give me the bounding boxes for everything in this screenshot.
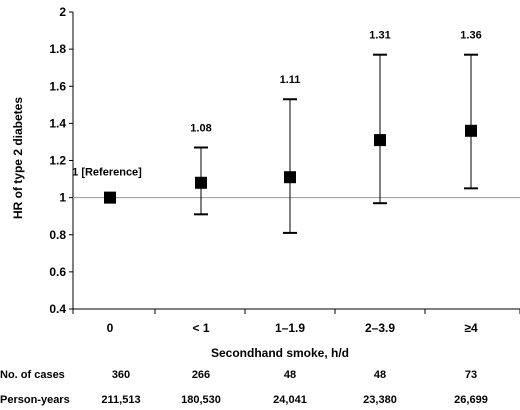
- cases-cell: 360: [111, 369, 131, 381]
- data-point: [284, 171, 296, 184]
- cases-row: No. of cases 360 266 48 48 73: [0, 369, 520, 385]
- data-point: [104, 191, 116, 204]
- data-label: 1 [Reference]: [72, 167, 142, 179]
- x-axis: 0 < 1 1–1.9 2–3.9 ≥4: [72, 308, 520, 335]
- data-label: 1.31: [369, 30, 390, 42]
- data-label: 1.36: [460, 30, 481, 42]
- y-tick-label: 1: [59, 191, 66, 205]
- cases-cell: 48: [373, 369, 387, 381]
- x-axis-title: Secondhand smoke, h/d: [211, 346, 349, 360]
- y-axis-title: HR of type 2 diabetes: [11, 97, 25, 219]
- y-tick-label: 1.8: [49, 42, 66, 56]
- cases-row-label: No. of cases: [0, 369, 65, 381]
- data-label: 1.08: [190, 123, 211, 135]
- x-tick-label: ≥4: [464, 321, 478, 335]
- person-years-cell: 26,699: [454, 394, 488, 406]
- person-years-cell: 23,380: [363, 394, 397, 406]
- y-tick-label: 0.8: [49, 228, 66, 242]
- x-tick-label: 0: [107, 321, 114, 335]
- person-years-row: Person-years 211,513 180,530 24,041 23,3…: [0, 394, 520, 410]
- y-tick-label: 1.6: [49, 79, 66, 93]
- person-years-row-label: Person-years: [0, 394, 70, 406]
- data-label: 1.11: [280, 74, 301, 86]
- data-point: [195, 176, 207, 189]
- plot-area: 1 [Reference] 1.08 1.11 1.31 1.36: [72, 30, 520, 234]
- y-tick-label: 1.4: [49, 116, 66, 130]
- cases-cell: 48: [283, 369, 297, 381]
- x-tick-label: < 1: [192, 321, 209, 335]
- y-axis: 0.4 0.6 0.8 1 1.2 1.4 1.6 1.8 2: [49, 5, 74, 316]
- cases-cell: 266: [191, 369, 211, 381]
- data-point: [374, 134, 386, 147]
- y-tick-label: 2: [59, 5, 66, 19]
- y-tick-label: 0.6: [49, 265, 66, 279]
- person-years-cell: 211,513: [101, 394, 141, 406]
- x-tick-label: 2–3.9: [365, 321, 395, 335]
- y-tick-label: 0.4: [49, 302, 66, 316]
- person-years-cell: 180,530: [181, 394, 221, 406]
- y-tick-label: 1.2: [49, 154, 66, 168]
- x-tick-label: 1–1.9: [275, 321, 305, 335]
- cases-cell: 73: [464, 369, 478, 381]
- person-years-cell: 24,041: [273, 394, 307, 406]
- data-point: [465, 124, 477, 137]
